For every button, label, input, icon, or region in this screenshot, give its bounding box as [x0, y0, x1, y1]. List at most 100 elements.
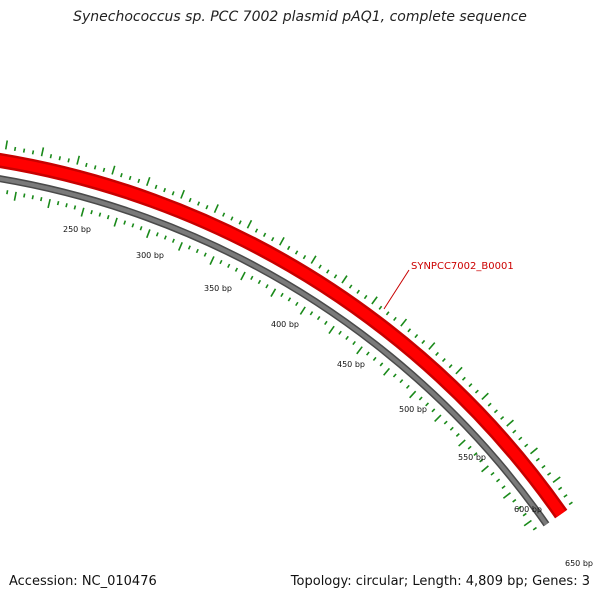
gc-tick	[535, 457, 540, 462]
gc-tick	[246, 219, 253, 229]
gc-tick	[552, 476, 561, 484]
gc-tick	[155, 232, 159, 237]
gc-tick	[449, 426, 454, 431]
gc-tick	[467, 445, 472, 450]
gc-tick	[240, 271, 246, 281]
gc-tick	[171, 238, 175, 243]
map-title: Synechococcus sp. PCC 7002 plasmid pAQ1,…	[73, 9, 527, 25]
gc-tick	[195, 248, 199, 254]
gc-tick	[197, 201, 201, 206]
scale-tick-label: 500 bp	[399, 405, 427, 414]
gc-tick	[219, 259, 223, 265]
gc-tick	[31, 195, 34, 200]
gc-tick	[529, 447, 538, 455]
gc-tick	[328, 325, 335, 335]
gc-tick	[455, 366, 463, 375]
scale-tick-labels: 250 bp 300 bp 350 bp 400 bp 450 bp 500 bp 550 …	[63, 225, 593, 568]
gc-tick	[279, 236, 285, 246]
gc-tick	[40, 196, 43, 202]
gc-tick	[366, 351, 370, 356]
gc-tick	[558, 486, 563, 491]
gc-tick	[13, 191, 17, 201]
gc-tick	[479, 458, 484, 463]
gc-tick	[356, 289, 360, 294]
gc-tick	[356, 346, 363, 355]
gc-tick	[473, 452, 478, 457]
gc-tick	[76, 155, 81, 165]
gc-tick	[563, 494, 568, 498]
gc-tick	[113, 217, 118, 227]
gc-tick	[56, 200, 60, 206]
gc-tick	[177, 241, 183, 251]
gc-tick	[227, 263, 231, 269]
gc-tick	[234, 267, 239, 272]
gc-tick	[501, 485, 506, 490]
gc-tick	[378, 305, 383, 310]
scale-tick-label: 650 bp	[565, 559, 593, 568]
gc-tick	[295, 301, 299, 307]
gc-tick	[23, 193, 26, 198]
gc-tick	[481, 465, 489, 473]
gc-tick	[270, 288, 277, 297]
gc-tick	[434, 414, 442, 423]
gc-tick	[31, 150, 35, 155]
gene-feature-edge	[0, 155, 566, 517]
gc-tick	[512, 429, 517, 434]
gc-tick	[518, 436, 523, 441]
gc-tick	[137, 178, 141, 184]
gc-tick	[139, 226, 143, 231]
gc-tick	[333, 274, 338, 279]
gc-tick	[481, 392, 489, 401]
gc-tick	[271, 236, 275, 242]
plasmid-backbone-core	[0, 176, 549, 526]
gc-tick	[385, 311, 390, 316]
gc-tick	[40, 147, 45, 157]
gc-tick	[222, 212, 226, 217]
gc-tick	[163, 235, 167, 240]
plasmid-backbone	[0, 175, 550, 527]
gene-label-leader-line	[383, 269, 410, 310]
gc-tick	[310, 255, 317, 264]
gc-skew-inner-ticks	[6, 190, 537, 531]
gc-tick	[506, 419, 514, 427]
gc-tick	[345, 335, 349, 340]
gc-tick	[187, 245, 191, 250]
gc-tick	[568, 501, 573, 506]
gc-tick	[409, 390, 417, 399]
gc-tick	[287, 297, 292, 302]
gc-tick	[441, 357, 446, 363]
gc-tick	[487, 402, 492, 407]
gc-tick	[500, 416, 505, 420]
gc-tick	[372, 356, 377, 362]
gc-tick	[238, 220, 242, 225]
gc-tick	[495, 478, 501, 483]
gc-tick	[67, 158, 70, 163]
gc-tick	[318, 264, 322, 269]
gc-tick	[286, 245, 291, 251]
gc-tick	[448, 364, 453, 369]
gc-tick	[502, 492, 511, 499]
gc-tick	[392, 373, 397, 378]
gc-tick	[414, 334, 419, 339]
gene-label[interactable]: SYNPCC7002_B0001	[411, 261, 514, 272]
scale-tick-label: 300 bp	[136, 251, 164, 260]
gc-tick	[128, 175, 132, 181]
gc-tick	[399, 379, 404, 384]
gc-tick	[85, 162, 88, 168]
gc-tick	[265, 284, 269, 289]
gc-skew-outer-ticks	[4, 140, 573, 506]
gc-tick	[90, 209, 93, 215]
scale-tick-label: 400 bp	[271, 320, 299, 329]
scale-tick-label: 350 bp	[204, 284, 232, 293]
gc-tick	[435, 351, 439, 356]
gc-tick	[203, 252, 207, 257]
gc-tick	[428, 342, 436, 350]
gc-tick	[468, 383, 473, 388]
gc-tick	[188, 197, 192, 203]
gc-tick	[309, 311, 314, 316]
gc-tick	[393, 316, 397, 321]
gc-tick	[171, 191, 175, 196]
gc-tick	[80, 207, 85, 217]
gc-tick	[280, 292, 284, 298]
